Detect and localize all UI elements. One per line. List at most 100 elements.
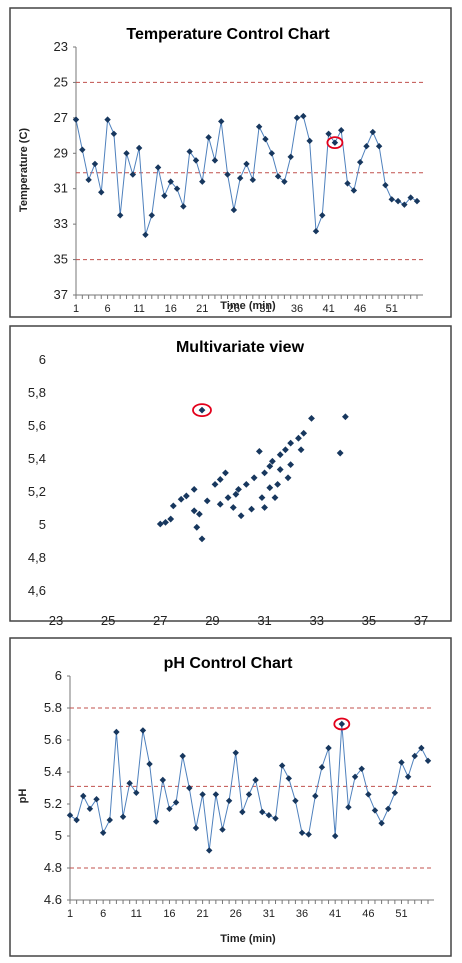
temperature-data-point: [104, 116, 111, 123]
multivariate-data-point: [266, 484, 274, 492]
temperature-data-point: [306, 137, 313, 145]
ph-chart-title: pH Control Chart: [164, 655, 294, 672]
ph-data-point: [179, 752, 186, 760]
temperature-data-point: [325, 130, 332, 137]
multivariate-data-point: [268, 457, 276, 465]
ph-y-tick-label: 4.6: [44, 892, 62, 907]
multivariate-data-point: [250, 474, 258, 482]
ph-highlight-circle: [333, 717, 351, 731]
temperature-data-point: [388, 196, 395, 203]
multivariate-data-point: [295, 434, 302, 442]
multivariate-data-point: [216, 500, 224, 508]
temperature-x-tick-label: 41: [322, 303, 334, 315]
temperature-data-point: [230, 206, 238, 214]
ph-x-tick-label: 16: [163, 908, 175, 920]
temperature-data-point: [72, 116, 80, 123]
temperature-data-point: [401, 201, 408, 208]
multivariate-data-point: [162, 518, 169, 526]
multivariate-data-point: [336, 449, 344, 457]
temperature-y-tick-label: 29: [54, 145, 68, 160]
ph-y-tick-label: 6: [55, 668, 62, 683]
ph-x-tick-label: 36: [296, 908, 308, 920]
temperature-y-tick-label: 27: [54, 110, 68, 125]
temperature-data-point: [281, 178, 288, 185]
temperature-data-point: [382, 181, 389, 189]
ph-data-point: [73, 816, 80, 824]
multivariate-data-point: [287, 439, 295, 447]
multivariate-data-point: [341, 413, 349, 421]
ph-y-tick-label: 5: [55, 828, 62, 843]
temperature-data-point: [293, 114, 301, 122]
temperature-data-point: [186, 148, 193, 155]
multivariate-data-point: [274, 481, 282, 488]
temperature-x-tick-label: 21: [196, 303, 208, 315]
temperature-data-point: [319, 212, 326, 219]
temperature-data-point: [148, 212, 155, 219]
multivariate-data-point: [271, 494, 279, 501]
multivariate-chart-frame: [9, 325, 452, 622]
ph-data-point: [159, 776, 167, 784]
ph-data-point: [259, 808, 266, 816]
multivariate-data-point: [258, 494, 266, 501]
temperature-data-point: [161, 192, 168, 199]
multivariate-data-point: [167, 515, 175, 523]
temperature-chart-title: Temperature Control Chart: [126, 26, 330, 43]
temperature-data-point: [300, 112, 307, 120]
temperature-y-tick-label: 25: [54, 74, 68, 89]
multivariate-y-tick-label: 5,4: [28, 451, 46, 466]
ph-data-point: [252, 776, 259, 784]
ph-x-tick-label: 11: [131, 908, 142, 920]
temperature-data-point: [205, 134, 212, 141]
multivariate-y-tick-label: 5,8: [28, 385, 46, 400]
ph-x-tick-label: 6: [100, 908, 106, 920]
ph-x-tick-label: 21: [196, 908, 208, 920]
multivariate-x-tick-label: 35: [362, 613, 376, 628]
temperature-data-point: [173, 185, 181, 192]
multivariate-y-tick-label: 5: [39, 517, 46, 532]
multivariate-data-point: [235, 485, 242, 493]
temperature-data-point: [117, 212, 124, 219]
temperature-y-tick-label: 37: [54, 287, 68, 302]
multivariate-data-point: [216, 476, 224, 483]
temperature-data-point: [211, 157, 219, 164]
multivariate-y-tick-label: 5,2: [28, 484, 46, 499]
ph-x-tick-label: 31: [263, 908, 275, 920]
temperature-data-point: [224, 171, 231, 178]
temperature-data-point: [356, 158, 364, 166]
ph-data-point: [146, 760, 153, 768]
ph-chart-panel: pH Control Chart Time (min) pH 4.6 4.8 5 5.…: [0, 636, 462, 963]
temperature-data-point: [407, 194, 414, 201]
multivariate-data-point: [261, 469, 268, 477]
temperature-data-point: [192, 157, 200, 164]
ph-data-point: [186, 784, 193, 792]
temperature-x-tick-label: 6: [105, 303, 111, 315]
temperature-y-tick-label: 23: [54, 39, 68, 54]
ph-y-axis-label: pH: [17, 789, 29, 804]
ph-data-point: [325, 744, 332, 752]
ph-data-point: [106, 816, 113, 824]
multivariate-chart-panel: Multivariate view 4,6 4,8 5 5,2 5,4 5,6 5,8 6 23…: [0, 322, 462, 636]
temperature-highlight-circle: [326, 136, 344, 150]
temperature-data-point: [236, 174, 244, 182]
multivariate-x-tick-label: 37: [414, 613, 428, 628]
ph-x-axis-label: Time (min): [220, 933, 276, 945]
multivariate-data-point: [255, 448, 263, 455]
ph-y-tick-label: 4.8: [44, 860, 62, 875]
temperature-data-point: [199, 178, 206, 185]
multivariate-data-point: [284, 474, 292, 482]
ph-data-point: [239, 808, 246, 816]
multivariate-chart: Multivariate view 4,6 4,8 5 5,2 5,4 5,6 5,8 6 23…: [9, 325, 452, 628]
ph-y-tick-label: 5.4: [44, 764, 62, 779]
temperature-chart: Temperature Control Chart Time (min) Tem…: [9, 7, 452, 318]
multivariate-data-point: [198, 535, 206, 543]
multivariate-x-tick-label: 33: [309, 613, 323, 628]
ph-x-tick-label: 51: [395, 908, 407, 920]
temperature-x-tick-label: 36: [291, 303, 303, 315]
multivariate-data-point: [156, 520, 164, 528]
temperature-data-point: [369, 128, 376, 136]
temperature-x-tick-label: 11: [133, 303, 144, 315]
temperature-data-point: [287, 153, 294, 161]
temperature-y-tick-label: 33: [54, 216, 68, 231]
temperature-data-point: [85, 176, 92, 184]
temperature-data-point: [255, 123, 263, 130]
